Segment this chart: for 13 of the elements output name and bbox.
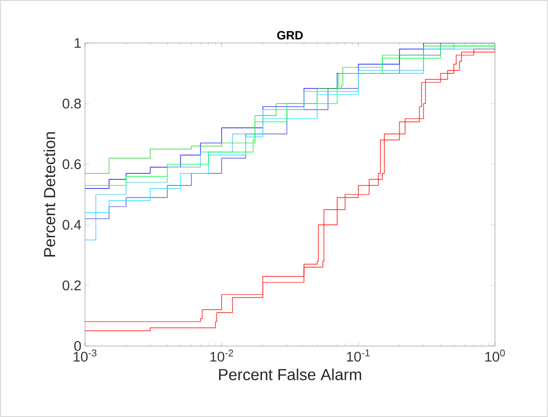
x-axis-title: Percent False Alarm [219,368,362,380]
y-tick-label: 0.8 [62,98,81,109]
chart-title: GRD [277,31,303,40]
x-tick-label: 10$^{-3}$ [74,350,96,362]
y-tick-label: 0.6 [62,159,81,170]
y-tick-label: 0 [74,341,81,351]
x-tick-label: 10$^{0}$ [485,350,505,362]
y-tick-label: 0.4 [62,220,82,230]
x-tick-label: 10$^{-2}$ [210,350,234,362]
x-tick-label: 10$^{-1}$ [347,350,370,362]
y-tick-label: 1 [74,38,81,48]
y-tick-label: 0.2 [62,280,81,290]
y-axis-title: Percent Detection [44,132,56,257]
